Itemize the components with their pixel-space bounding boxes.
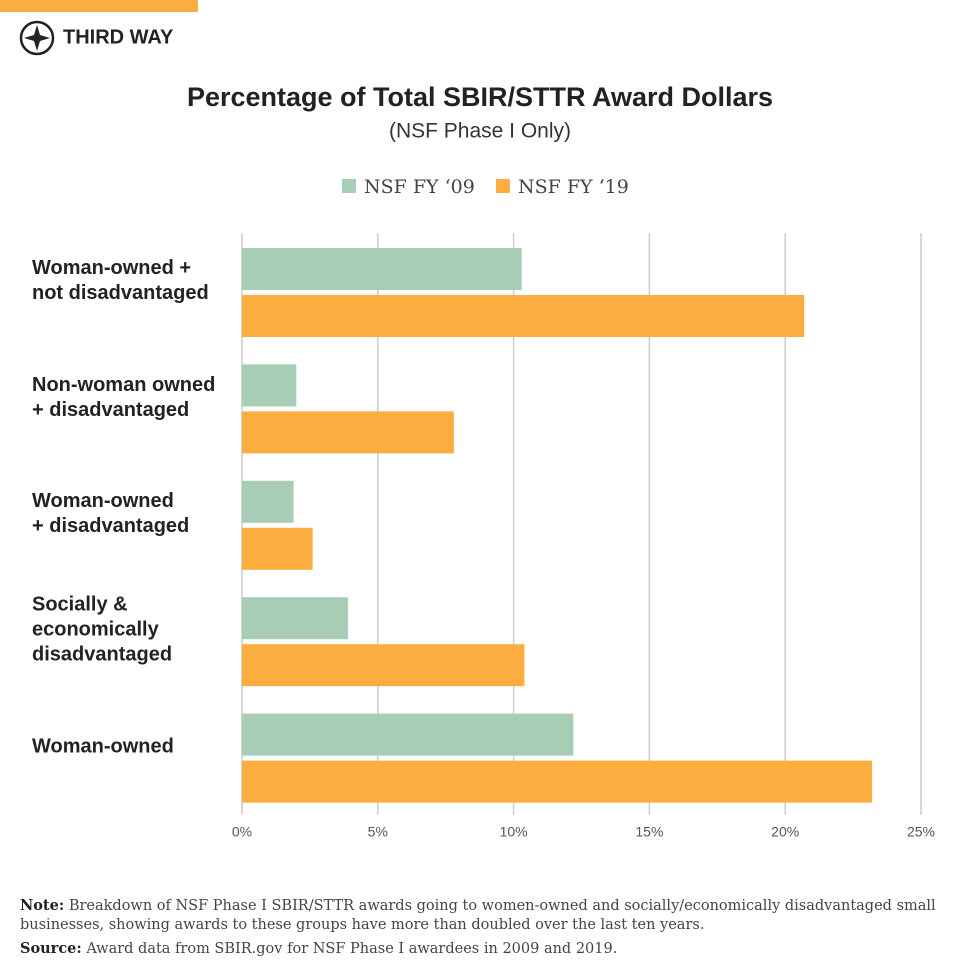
category-label: Woman-owned + disadvantaged — [32, 490, 190, 537]
source-text: Award data from SBIR.gov for NSF Phase I… — [86, 941, 618, 957]
x-tick-label: 20% — [771, 824, 799, 840]
logo-icon — [19, 20, 55, 56]
category-label: Woman-owned — [32, 735, 174, 758]
note-label: Note: — [20, 897, 65, 914]
bar — [242, 713, 574, 756]
source-label: Source: — [20, 940, 82, 957]
x-tick-label: 15% — [635, 824, 663, 840]
bar — [242, 644, 525, 687]
category-label: Socially & economically disadvantaged — [32, 593, 173, 666]
category-label: Non-woman owned + disadvantaged — [32, 373, 216, 421]
note-text: Breakdown of NSF Phase I SBIR/STTR award… — [20, 898, 936, 933]
bar — [242, 364, 297, 407]
x-tick-label: 5% — [368, 824, 388, 840]
chart-title: Percentage of Total SBIR/STTR Award Doll… — [187, 82, 773, 112]
x-tick-label: 10% — [500, 824, 528, 840]
chart-subtitle: (NSF Phase I Only) — [389, 120, 571, 143]
category-label: Woman-owned + not disadvantaged — [32, 257, 209, 305]
brand: THIRD WAY — [63, 26, 174, 48]
legend-swatch — [342, 179, 356, 193]
bar — [242, 597, 348, 640]
bar — [242, 411, 454, 454]
note: Note: Breakdown of NSF Phase I SBIR/STTR… — [20, 896, 940, 935]
top-bar — [0, 0, 198, 12]
bar — [242, 527, 313, 570]
bar — [242, 295, 805, 337]
x-tick-label: 0% — [232, 824, 252, 840]
source: Source: Award data from SBIR.gov for NSF… — [20, 939, 940, 959]
bar — [242, 480, 294, 523]
legend-label: NSF FY ‘19 — [518, 176, 629, 198]
bar — [242, 248, 522, 290]
legend-label: NSF FY ‘09 — [364, 176, 475, 198]
bar — [242, 760, 873, 803]
x-tick-label: 25% — [907, 824, 935, 840]
legend-swatch — [496, 179, 510, 193]
